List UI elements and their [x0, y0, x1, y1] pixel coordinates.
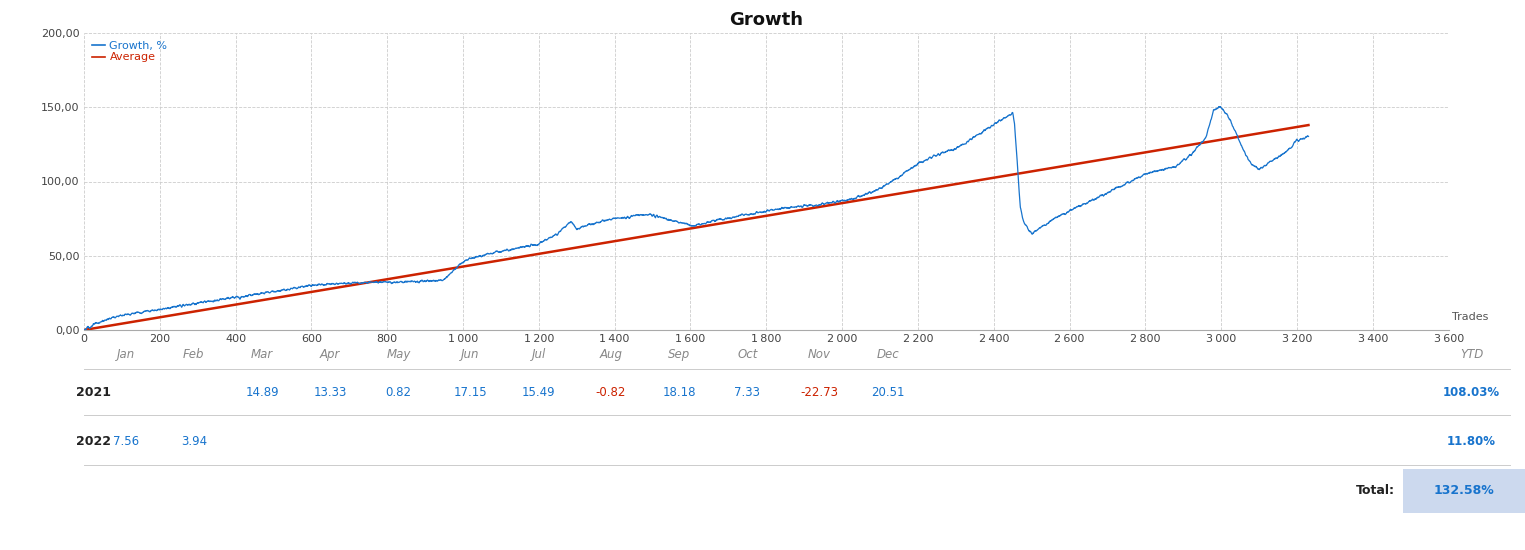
Text: 0.82: 0.82 — [386, 386, 412, 399]
Text: Apr: Apr — [320, 348, 340, 361]
Text: YTD: YTD — [1459, 348, 1484, 361]
Text: Nov: Nov — [808, 348, 831, 361]
Legend: Growth, %, Average: Growth, %, Average — [90, 39, 169, 65]
Text: Jan: Jan — [116, 348, 134, 361]
Text: 132.58%: 132.58% — [1434, 484, 1494, 497]
Text: 18.18: 18.18 — [662, 386, 695, 399]
Text: Aug: Aug — [599, 348, 622, 361]
Text: 108.03%: 108.03% — [1443, 386, 1501, 399]
Text: Sep: Sep — [668, 348, 691, 361]
Text: 20.51: 20.51 — [871, 386, 904, 399]
Text: -22.73: -22.73 — [801, 386, 839, 399]
Text: 7.56: 7.56 — [113, 434, 139, 448]
Text: 11.80%: 11.80% — [1447, 434, 1496, 448]
Text: 13.33: 13.33 — [314, 386, 348, 399]
Text: Jun: Jun — [462, 348, 480, 361]
Text: Jul: Jul — [532, 348, 546, 361]
Text: Feb: Feb — [183, 348, 204, 361]
Text: 15.49: 15.49 — [522, 386, 555, 399]
Text: 17.15: 17.15 — [454, 386, 488, 399]
Text: -0.82: -0.82 — [596, 386, 627, 399]
Text: Trades: Trades — [1452, 312, 1488, 322]
Title: Growth: Growth — [729, 10, 804, 29]
Text: Dec: Dec — [877, 348, 900, 361]
Text: 14.89: 14.89 — [246, 386, 279, 399]
Text: 2021: 2021 — [76, 386, 111, 399]
Text: Total:: Total: — [1356, 484, 1395, 497]
FancyBboxPatch shape — [1403, 469, 1525, 513]
Text: Oct: Oct — [737, 348, 758, 361]
Text: 7.33: 7.33 — [735, 386, 761, 399]
Text: 3.94: 3.94 — [181, 434, 207, 448]
Text: May: May — [386, 348, 410, 361]
Text: 2022: 2022 — [76, 434, 111, 448]
Text: Mar: Mar — [252, 348, 273, 361]
